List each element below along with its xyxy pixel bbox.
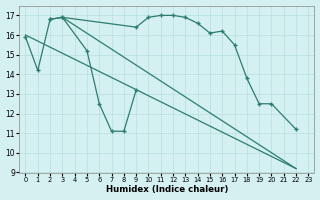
X-axis label: Humidex (Indice chaleur): Humidex (Indice chaleur) [106, 185, 228, 194]
